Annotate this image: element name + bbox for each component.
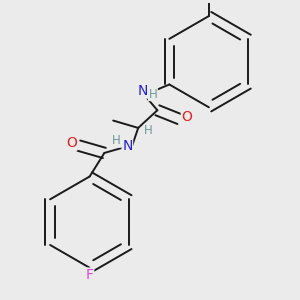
Text: H: H bbox=[112, 134, 121, 147]
Text: N: N bbox=[137, 84, 148, 98]
Text: O: O bbox=[182, 110, 192, 124]
Text: H: H bbox=[144, 124, 153, 137]
Text: H: H bbox=[148, 88, 157, 100]
Text: N: N bbox=[122, 139, 133, 153]
Text: F: F bbox=[85, 268, 94, 282]
Text: O: O bbox=[66, 136, 77, 150]
